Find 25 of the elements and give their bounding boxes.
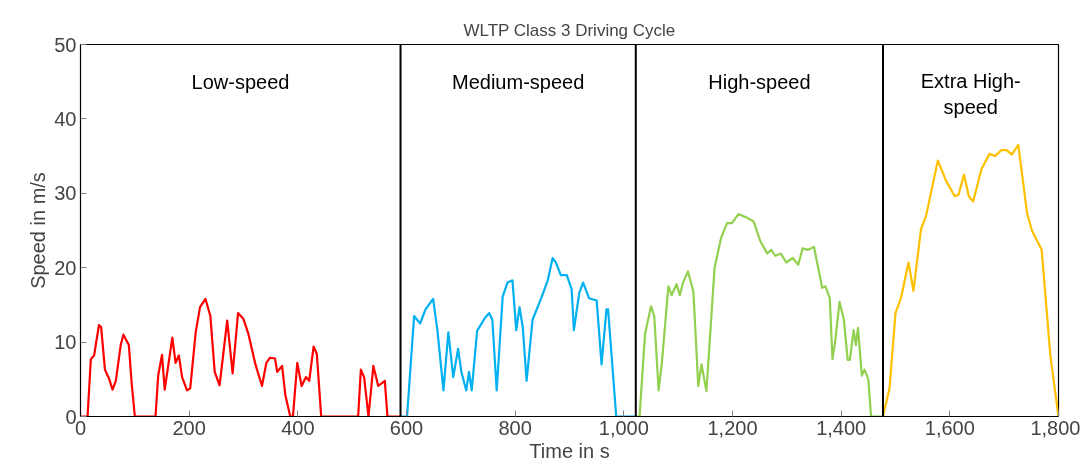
line-series — [399, 256, 637, 417]
x-tick-label: 1,600 — [924, 416, 975, 439]
line-series — [881, 143, 1059, 417]
y-tick-label: 40 — [54, 107, 77, 130]
x-tick-label: 1,800 — [1030, 416, 1080, 439]
annotation: Extra High-speed — [920, 69, 1021, 119]
x-axis-title: Time in s — [529, 439, 610, 462]
annotation: Low-speed — [191, 70, 290, 93]
y-tick-label: 50 — [54, 33, 77, 56]
chart-title: WLTP Class 3 Driving Cycle — [463, 20, 676, 40]
line-series — [80, 297, 402, 417]
x-tick-label: 400 — [281, 416, 315, 439]
x-tick-label: 800 — [498, 416, 532, 439]
x-tick-label: 600 — [389, 416, 424, 439]
y-tick-label: 20 — [54, 256, 77, 279]
x-tick-label: 1,400 — [816, 416, 867, 439]
y-tick-label: 10 — [54, 331, 77, 354]
annotation: High-speed — [708, 70, 811, 93]
annotation: Medium-speed — [452, 70, 585, 93]
x-tick-label: 200 — [172, 416, 206, 439]
x-tick-label: 1,000 — [598, 416, 649, 439]
x-tick-label: 1,200 — [707, 416, 758, 439]
y-tick-label: 30 — [54, 182, 77, 205]
line-series — [634, 213, 885, 417]
y-axis-title: Speed in m/s — [27, 172, 50, 289]
